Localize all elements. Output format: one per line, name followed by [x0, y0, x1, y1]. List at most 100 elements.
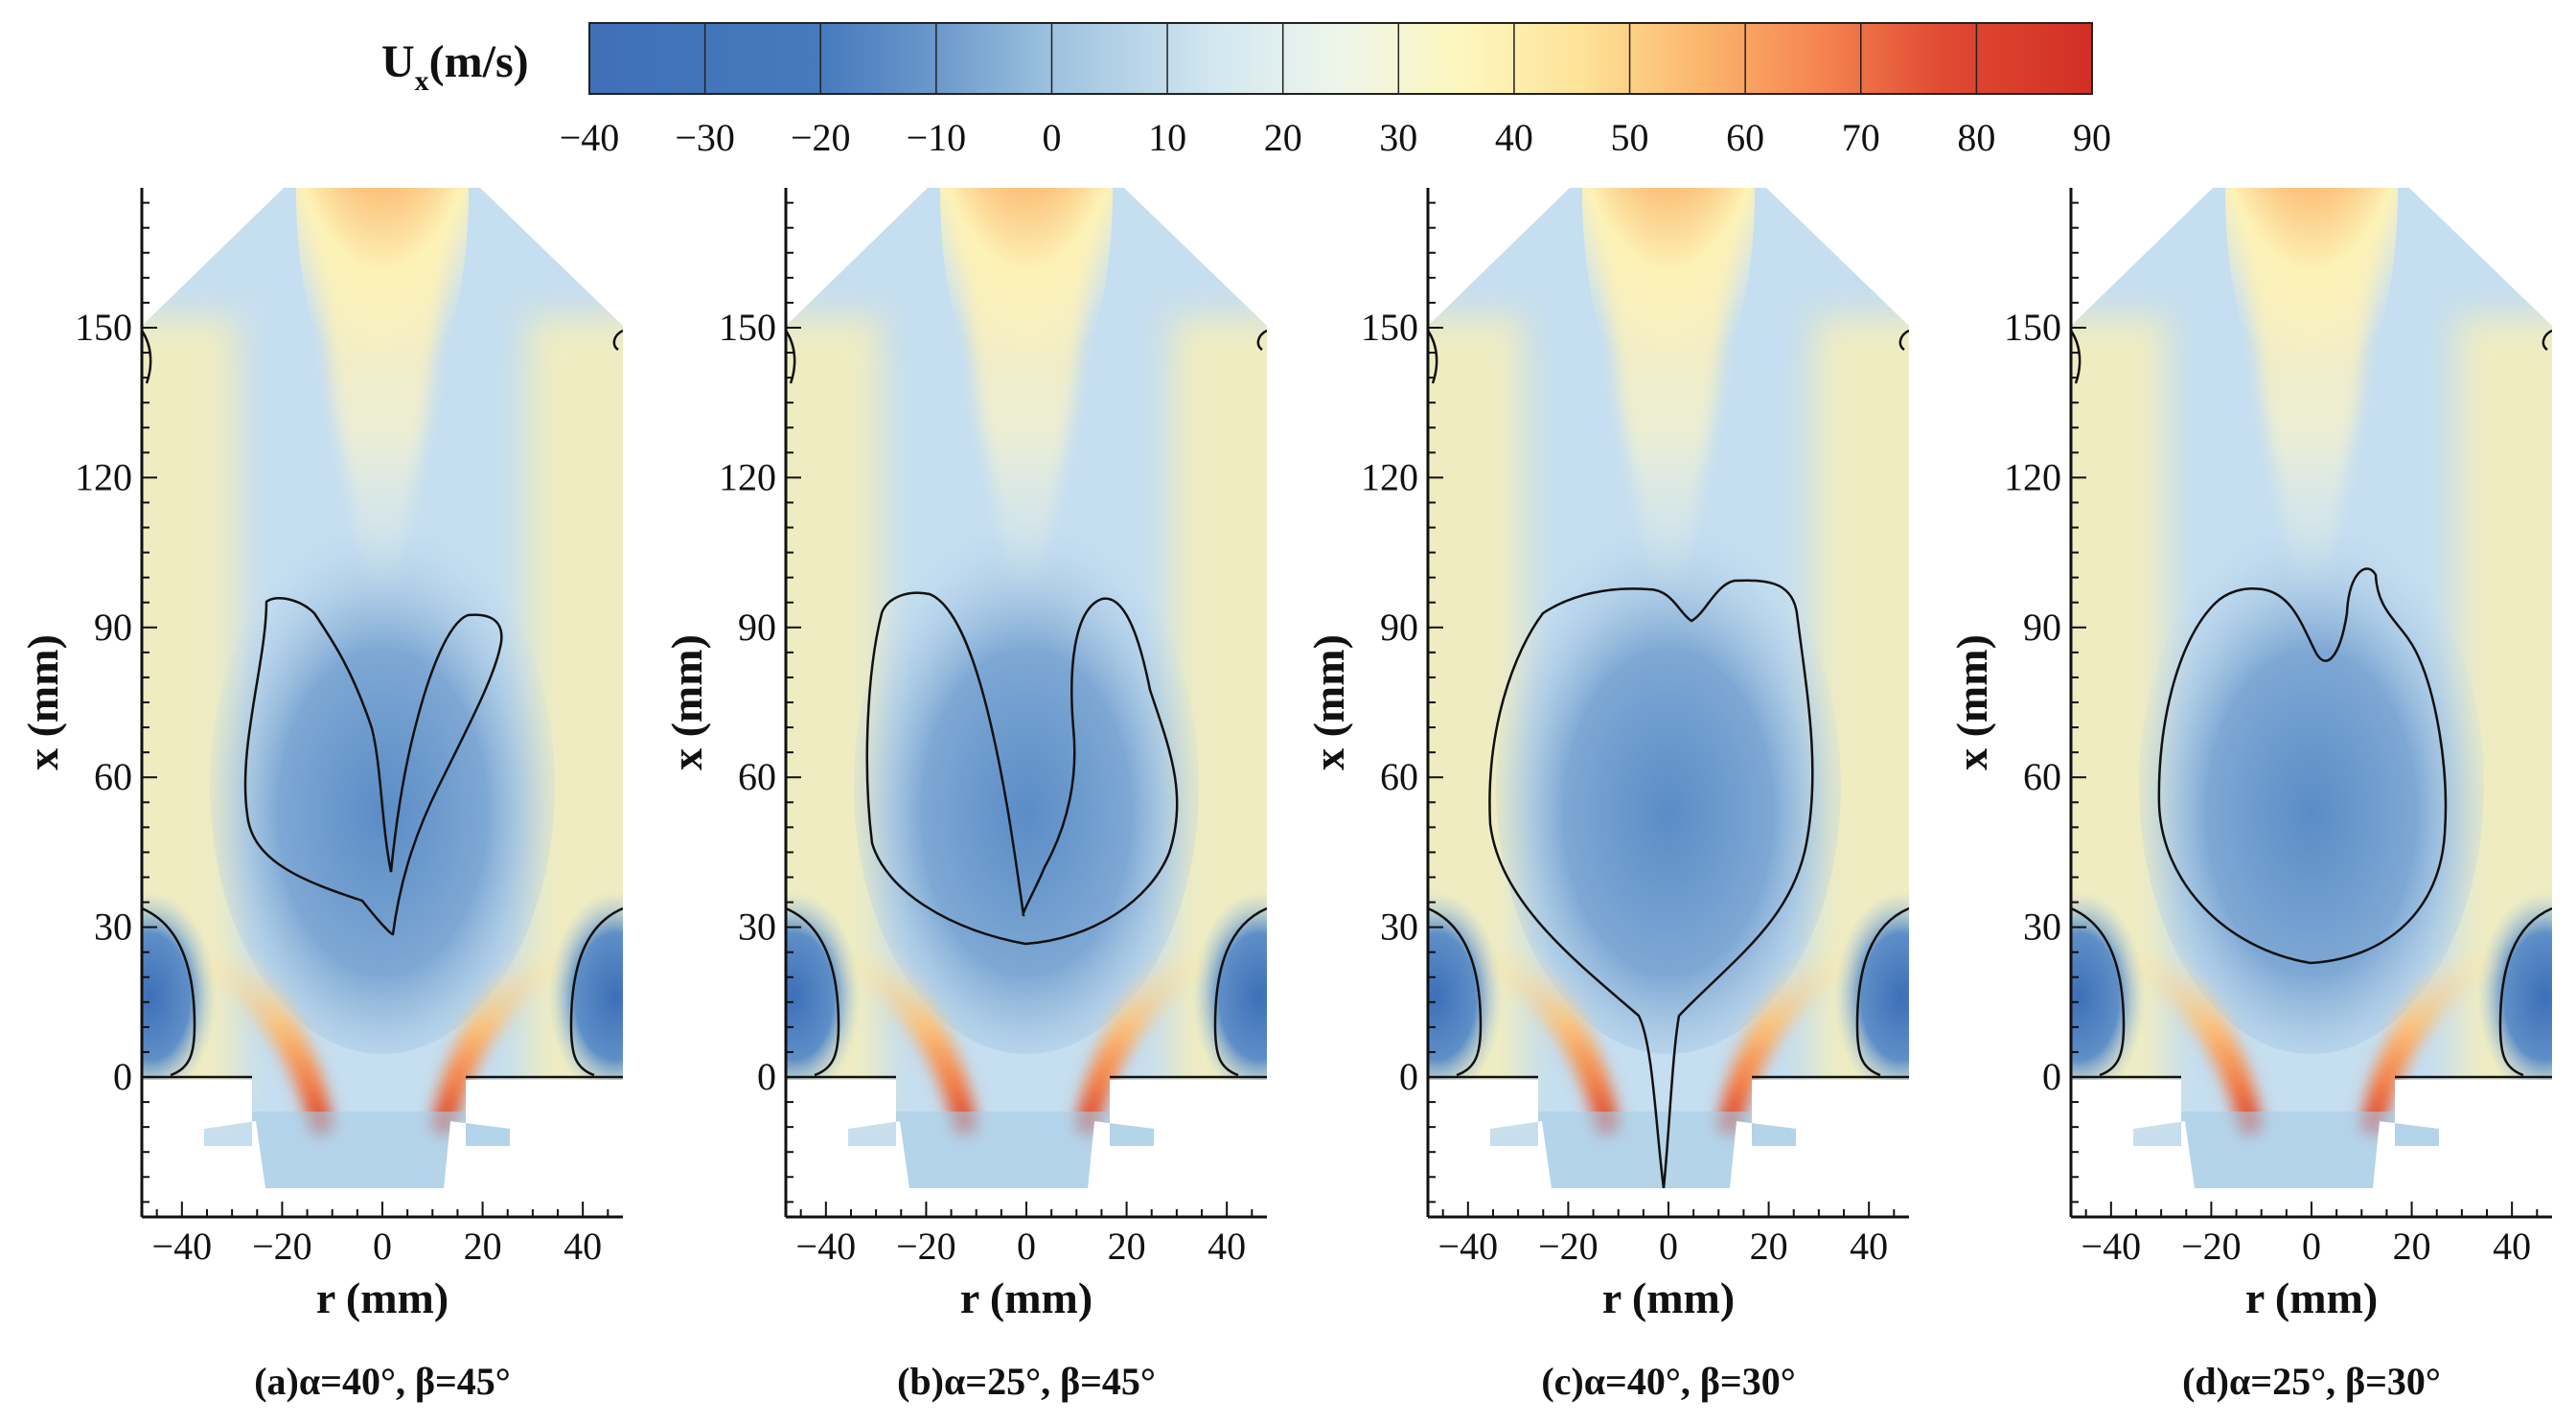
colorbar-tick-label: 30: [1379, 116, 1417, 159]
x-tick-label: −20: [252, 1225, 312, 1268]
x-axis-title: r (mm): [316, 1273, 448, 1322]
swirl-jet-left: [2128, 939, 2263, 1135]
colorbar-tick-label: −10: [907, 116, 967, 159]
panels: 0 30 60 90 120 150 −40 −20 0 20 40 r (mm) x (mm) (a)α…: [18, 188, 2552, 1403]
recirculation-contour: [1488, 579, 1814, 1188]
corner-vortex-right: [1192, 891, 1267, 1102]
x-tick-label: 40: [564, 1225, 602, 1268]
x-tick-label: −40: [2082, 1225, 2142, 1268]
recirculation-contour: [2157, 567, 2448, 965]
corner-contour-right: [1213, 906, 1267, 1077]
y-tick-label: 0: [113, 1055, 132, 1098]
x-axis-title: r (mm): [2245, 1273, 2378, 1322]
y-axis-title: x (mm): [1947, 634, 1996, 770]
x-tick-label: 0: [1659, 1225, 1678, 1268]
x-tick-label: 40: [2493, 1225, 2531, 1268]
panel: 0 30 60 90 120 150 −40 −20 0 20 40 r (mm) x (mm) (b)α…: [662, 188, 1267, 1403]
panel-caption: (a)α=40°, β=45°: [254, 1360, 511, 1403]
x-tick-label: 0: [373, 1225, 392, 1268]
y-tick-label: 0: [2042, 1055, 2061, 1098]
x-tick-label: −20: [1538, 1225, 1598, 1268]
colorbar-gradient: [588, 22, 2093, 95]
colorbar: Ux(m/s) −40 −30 −20 −10 0 10 20 30 40 50 60 70 80 90: [381, 22, 2111, 159]
corner-vortex-left: [2071, 891, 2146, 1102]
corner-vortex-left: [142, 891, 217, 1102]
top-corner-contour-right: [2542, 329, 2552, 352]
y-tick-label: 0: [1399, 1055, 1418, 1098]
y-tick-label: 60: [94, 755, 132, 798]
y-axis-title: x (mm): [18, 634, 67, 770]
x-tick-label: 20: [1108, 1225, 1146, 1268]
exit-jet-core: [2225, 188, 2398, 422]
top-corner-contour-right: [1898, 329, 1909, 352]
contour-field: [2071, 188, 2552, 1188]
swirl-jet-right: [431, 939, 565, 1135]
corner-contour-left: [786, 906, 840, 1077]
corner-vortex-left: [1428, 891, 1503, 1102]
y-tick-label: 90: [1380, 606, 1418, 649]
y-tick-label: 150: [75, 306, 132, 349]
top-corner-contour-right: [1256, 329, 1267, 352]
contour-field: [1428, 188, 1909, 1188]
y-tick-label: 90: [2023, 606, 2061, 649]
y-tick-label: 150: [1361, 306, 1418, 349]
nozzle-region: [896, 1112, 1155, 1188]
core-recirculation-shade: [854, 517, 1199, 1054]
swirl-jet-right: [1717, 939, 1852, 1135]
x-tick-label: −40: [152, 1225, 213, 1268]
y-tick-label: 90: [94, 606, 132, 649]
colorbar-tick-label: 80: [1957, 116, 1995, 159]
panel-caption: (d)α=25°, β=30°: [2182, 1360, 2441, 1403]
core-recirculation-shade: [1496, 517, 1841, 1054]
top-corner-contour-right: [612, 329, 623, 352]
exit-jet-core: [296, 188, 469, 422]
colorbar-title: Ux(m/s): [381, 36, 529, 97]
colorbar-tick-label: 0: [1042, 116, 1061, 159]
swirl-jet-right: [1075, 939, 1209, 1135]
swirl-jet-left: [843, 939, 978, 1135]
swirl-jet-left: [1485, 939, 1620, 1135]
corner-contour-right: [569, 906, 623, 1077]
x-tick-label: 20: [2393, 1225, 2431, 1268]
colorbar-tick-label: 70: [1842, 116, 1880, 159]
y-tick-label: 120: [719, 455, 776, 498]
colorbar-tick-label: −40: [560, 116, 620, 159]
corner-contour-right: [2498, 906, 2552, 1077]
panel: 0 30 60 90 120 150 −40 −20 0 20 40 r (mm) x (mm) (c)α…: [1304, 188, 1909, 1403]
colorbar-tick-label: 50: [1611, 116, 1649, 159]
panel: 0 30 60 90 120 150 −40 −20 0 20 40 r (mm) x (mm) (d)α…: [1947, 188, 2552, 1403]
corner-contour-left: [1428, 906, 1483, 1077]
y-tick-label: 30: [738, 906, 776, 949]
nozzle-region: [2181, 1112, 2440, 1188]
y-tick-label: 60: [2023, 755, 2061, 798]
y-tick-label: 60: [1380, 755, 1418, 798]
y-axis-title: x (mm): [1304, 634, 1353, 770]
corner-vortex-right: [1834, 891, 1909, 1102]
colorbar-tick-label: 20: [1264, 116, 1302, 159]
panel: 0 30 60 90 120 150 −40 −20 0 20 40 r (mm) x (mm) (a)α…: [18, 188, 623, 1403]
colorbar-tick-labels: −40 −30 −20 −10 0 10 20 30 40 50 60 70 80 90: [560, 116, 2111, 159]
x-axis-title: r (mm): [960, 1273, 1092, 1322]
x-tick-label: 20: [1750, 1225, 1788, 1268]
contour-field: [142, 188, 623, 1188]
y-tick-label: 90: [738, 606, 776, 649]
x-tick-label: 0: [1017, 1225, 1036, 1268]
swirl-jet-right: [2360, 939, 2495, 1135]
y-tick-label: 0: [757, 1055, 776, 1098]
corner-vortex-left: [786, 891, 861, 1102]
colorbar-tick-label: −30: [675, 116, 735, 159]
x-tick-label: 0: [2302, 1225, 2321, 1268]
colorbar-tick-label: 10: [1148, 116, 1186, 159]
exit-jet-core: [940, 188, 1113, 422]
nozzle-region: [252, 1112, 511, 1188]
x-tick-label: 40: [1208, 1225, 1246, 1268]
corner-vortex-right: [548, 891, 623, 1102]
exit-jet-core: [1582, 188, 1755, 422]
recirculation-contour: [243, 597, 503, 936]
y-tick-label: 150: [719, 306, 776, 349]
y-tick-label: 120: [2004, 455, 2061, 498]
x-tick-label: −20: [2181, 1225, 2242, 1268]
colorbar-divisions: [703, 23, 1978, 94]
x-tick-label: 20: [464, 1225, 502, 1268]
core-recirculation-shade: [210, 517, 555, 1054]
